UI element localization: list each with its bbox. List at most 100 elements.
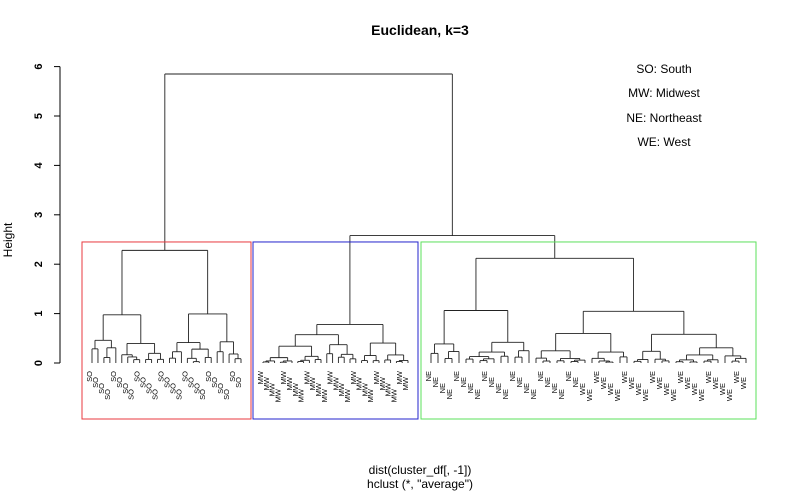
leaf-label: WE bbox=[613, 389, 622, 401]
leaf-label: SO bbox=[180, 371, 189, 382]
leaf-label: SO bbox=[204, 371, 213, 382]
leaf-label: NE bbox=[536, 371, 545, 381]
leaf-label: SO bbox=[168, 383, 177, 394]
leaf-label: MW bbox=[314, 382, 323, 396]
leaf-label: MW bbox=[302, 370, 311, 384]
leaf-label: NE bbox=[452, 371, 461, 381]
legend-entry-northeast: NE: Northeast bbox=[626, 111, 702, 125]
leaf-label: NE bbox=[487, 377, 496, 387]
leaf-label: MW bbox=[366, 388, 375, 402]
leaf-label: SO bbox=[121, 383, 130, 394]
y-axis-label: Height bbox=[1, 222, 15, 257]
leaf-label: WE bbox=[641, 389, 650, 401]
cluster-rectangles bbox=[81, 241, 757, 420]
leaf-label: MW bbox=[401, 376, 410, 390]
leaf-label: SO bbox=[109, 371, 118, 382]
x-axis-sublabel: hclust (*, "average") bbox=[367, 477, 473, 491]
leaf-label: NE bbox=[466, 383, 475, 393]
legend: SO: South MW: Midwest NE: Northeast WE: … bbox=[626, 62, 702, 149]
leaf-label: SO bbox=[198, 389, 207, 400]
leaf-label: SO bbox=[85, 371, 94, 382]
leaf-label: SO bbox=[91, 377, 100, 388]
leaf-label: SO bbox=[174, 389, 183, 400]
leaf-label: MW bbox=[378, 376, 387, 390]
leaf-label: MW bbox=[360, 382, 369, 396]
leaf-label: MW bbox=[285, 376, 294, 390]
x-axis-label: dist(cluster_df[, -1]) bbox=[369, 463, 472, 477]
y-axis: 0 1 2 3 4 5 6 bbox=[33, 64, 61, 366]
y-tick-label: 2 bbox=[33, 261, 45, 267]
leaf-label: SO bbox=[103, 389, 112, 400]
leaf-label: NE bbox=[522, 383, 531, 393]
leaf-label: MW bbox=[256, 370, 265, 384]
leaf-label: WE bbox=[662, 383, 671, 395]
leaf-label: WE bbox=[585, 389, 594, 401]
cluster-rect-3 bbox=[420, 241, 757, 420]
leaf-label: NE bbox=[501, 389, 510, 399]
leaf-label: SO bbox=[186, 377, 195, 388]
leaf-label: NE bbox=[473, 389, 482, 399]
leaf-label: WE bbox=[725, 389, 734, 401]
y-tick-label: 1 bbox=[33, 311, 45, 317]
legend-entry-west: WE: West bbox=[637, 135, 691, 149]
leaf-label: MW bbox=[279, 370, 288, 384]
leaf-label: SO bbox=[97, 383, 106, 394]
leaf-label: WE bbox=[732, 371, 741, 383]
leaf-label: MW bbox=[349, 370, 358, 384]
leaf-label: WE bbox=[704, 371, 713, 383]
leaf-label: WE bbox=[592, 371, 601, 383]
leaf-label: SO bbox=[133, 371, 142, 382]
leaf-label: WE bbox=[711, 377, 720, 389]
y-tick-label: 4 bbox=[33, 161, 45, 168]
leaf-label: WE bbox=[606, 383, 615, 395]
leaf-label: SO bbox=[210, 377, 219, 388]
leaf-label: WE bbox=[634, 383, 643, 395]
leaf-label: SO bbox=[145, 383, 154, 394]
leaf-label: MW bbox=[331, 376, 340, 390]
leaf-label: WE bbox=[578, 383, 587, 395]
leaf-labels: SOSOSOSOSOSOSOSOSOSOSOSOSOSOSOSOSOSOSOSO… bbox=[85, 370, 748, 402]
leaf-label: NE bbox=[508, 371, 517, 381]
leaf-label: NE bbox=[480, 371, 489, 381]
cluster-rect-1 bbox=[81, 241, 252, 420]
leaf-label: MW bbox=[384, 382, 393, 396]
leaf-label: SO bbox=[228, 371, 237, 382]
y-tick-label: 5 bbox=[33, 113, 45, 119]
leaf-label: MW bbox=[372, 370, 381, 384]
leaf-label: MW bbox=[262, 376, 271, 390]
leaf-label: WE bbox=[697, 389, 706, 401]
leaf-label: NE bbox=[494, 383, 503, 393]
leaf-label: MW bbox=[273, 388, 282, 402]
leaf-label: NE bbox=[438, 383, 447, 393]
leaf-label: MW bbox=[343, 388, 352, 402]
leaf-label: SO bbox=[192, 383, 201, 394]
leaf-label: NE bbox=[515, 377, 524, 387]
leaf-label: WE bbox=[648, 371, 657, 383]
leaf-label: NE bbox=[543, 377, 552, 387]
leaf-label: WE bbox=[683, 377, 692, 389]
leaf-label: NE bbox=[557, 389, 566, 399]
leaf-label: SO bbox=[139, 377, 148, 388]
leaf-label: MW bbox=[291, 382, 300, 396]
leaf-label: WE bbox=[669, 389, 678, 401]
leaf-label: MW bbox=[308, 376, 317, 390]
leaf-label: MW bbox=[337, 382, 346, 396]
leaf-label: SO bbox=[115, 377, 124, 388]
leaf-label: WE bbox=[655, 377, 664, 389]
leaf-label: WE bbox=[718, 383, 727, 395]
leaf-label: SO bbox=[222, 389, 231, 400]
leaf-label: MW bbox=[320, 388, 329, 402]
leaf-label: SO bbox=[162, 377, 171, 388]
leaf-label: MW bbox=[355, 376, 364, 390]
y-tick-label: 0 bbox=[33, 360, 45, 366]
leaf-label: WE bbox=[690, 383, 699, 395]
leaf-label: WE bbox=[627, 377, 636, 389]
leaf-label: MW bbox=[389, 388, 398, 402]
leaf-label: MW bbox=[268, 382, 277, 396]
leaf-label: WE bbox=[676, 371, 685, 383]
leaf-label: SO bbox=[157, 371, 166, 382]
leaf-label: NE bbox=[459, 377, 468, 387]
leaf-label: NE bbox=[571, 377, 580, 387]
leaf-label: SO bbox=[151, 389, 160, 400]
